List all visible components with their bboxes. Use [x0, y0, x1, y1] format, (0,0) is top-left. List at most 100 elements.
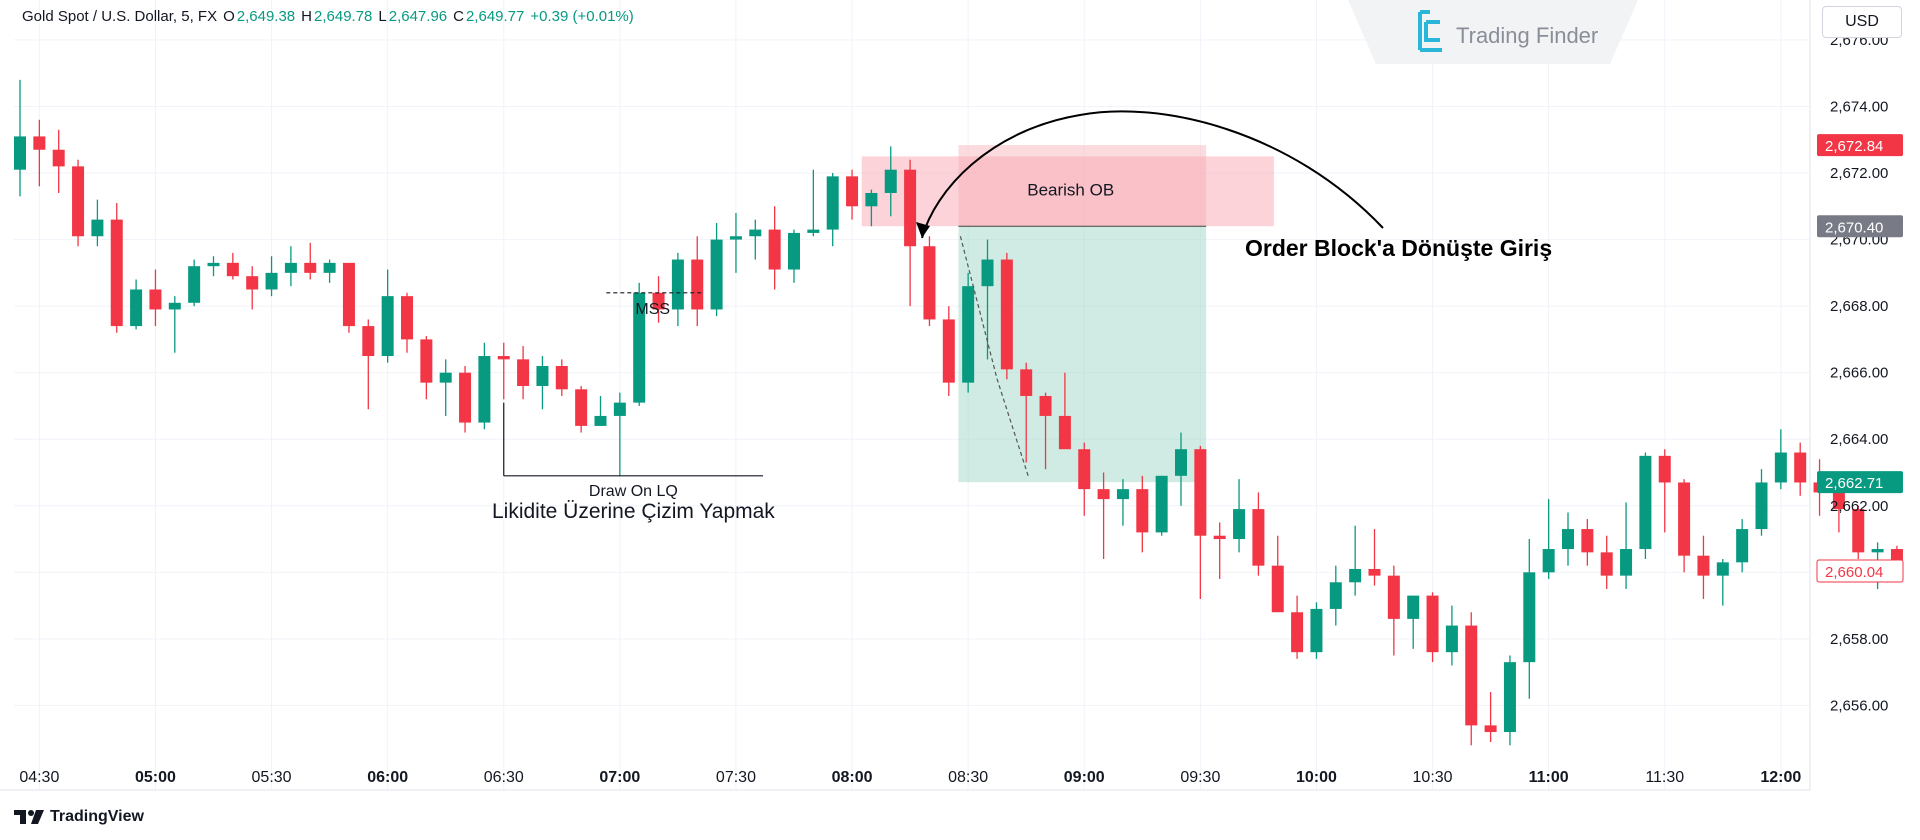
candle-up [1736, 529, 1749, 563]
candle-down [420, 339, 433, 383]
arrow-head [916, 222, 930, 238]
open-value: 2,649.38 [236, 8, 296, 25]
candle-down [1078, 449, 1091, 490]
candle-up [981, 259, 994, 287]
candle-down [52, 149, 65, 167]
candle-up [284, 262, 297, 273]
candle-down [110, 219, 123, 327]
candle-up [962, 286, 975, 383]
time-tick-label: 10:30 [1413, 769, 1453, 786]
price-tick-label: 2,656.00 [1830, 697, 1888, 714]
grid [14, 0, 1810, 790]
candle-up [1562, 529, 1574, 550]
symbol-title[interactable]: Gold Spot / U.S. Dollar, 5, FX [22, 8, 218, 25]
candle-up [1523, 572, 1536, 663]
candle-down [1678, 482, 1691, 556]
price-label-text: 2,660.04 [1825, 564, 1883, 581]
candle-down [1213, 535, 1226, 540]
candle-up [1620, 549, 1633, 576]
tradingview-brand[interactable]: TradingView [14, 808, 144, 826]
candle-down [575, 389, 588, 426]
candle-down [1465, 625, 1478, 726]
price-label-box [1817, 215, 1903, 238]
currency-button[interactable]: USD [1822, 6, 1902, 38]
candle-down [768, 229, 781, 270]
candles [14, 79, 1903, 746]
candle-down [1097, 489, 1110, 500]
candle-down [362, 326, 375, 357]
axes: 2,656.002,658.002,660.002,662.002,664.00… [0, 0, 1904, 791]
time-tick-label: 05:30 [252, 769, 292, 786]
candle-down [1058, 415, 1071, 450]
candle-up [1774, 452, 1787, 483]
time-tick-label: 04:30 [19, 769, 59, 786]
price-tick-label: 2,664.00 [1830, 431, 1888, 448]
candle-down [1484, 725, 1497, 733]
price-label-box [1817, 134, 1903, 157]
change-value: +0.39 (+0.01%) [530, 8, 634, 25]
entry-label: Order Block'a Dönüşte Giriş [1245, 235, 1552, 261]
candle-down [1697, 555, 1710, 576]
candle-down [942, 319, 955, 383]
candle-down [1039, 395, 1052, 416]
draw-on-lq-label: Draw On LQ [589, 483, 678, 500]
trading-finder-logo-icon [1418, 10, 1442, 52]
candle-down [904, 169, 917, 247]
candle-up [1233, 509, 1246, 540]
time-tick-label: 08:00 [832, 769, 873, 786]
candle-up [788, 232, 800, 270]
candle-down [304, 262, 317, 273]
time-tick-label: 09:30 [1180, 769, 1220, 786]
likidite-label: Likidite Üzerine Çizim Yapmak [492, 500, 775, 523]
candle-down [652, 292, 665, 310]
candle-up [1155, 475, 1168, 533]
price-tick-label: 2,658.00 [1830, 631, 1888, 648]
candle-up [439, 372, 452, 383]
low-label: L [378, 8, 387, 25]
candle-up [1755, 482, 1768, 530]
candle-up [168, 302, 181, 310]
curved-arrow [921, 110, 1384, 239]
candle-up [729, 236, 742, 240]
time-tick-label: 09:00 [1064, 769, 1105, 786]
candle-down [691, 259, 704, 310]
candle-up [1349, 568, 1362, 583]
candle-down [1581, 529, 1594, 553]
candle-down [342, 262, 355, 327]
candle-down [401, 296, 413, 340]
candle-up [207, 262, 220, 267]
candle-up [536, 366, 549, 386]
candle-down [1368, 568, 1381, 576]
candle-up [323, 262, 336, 273]
price-tick-label: 2,674.00 [1830, 98, 1888, 115]
candle-down [1832, 492, 1845, 510]
candle-up [1716, 562, 1729, 576]
trading-finder-watermark: Trading Finder [1348, 0, 1638, 64]
candle-down [246, 276, 259, 290]
bearish-ob-label: Bearish OB [1027, 181, 1114, 200]
close-value: 2,649.77 [465, 8, 525, 25]
candle-down [1000, 259, 1013, 370]
price-tick-label: 2,666.00 [1830, 365, 1888, 382]
candle-up [130, 289, 143, 327]
time-tick-label: 05:00 [135, 769, 176, 786]
projection-path [959, 236, 1029, 477]
high-value: 2,649.78 [314, 8, 373, 25]
close-label: C [453, 8, 464, 25]
candle-up [381, 296, 394, 357]
time-tick-label: 12:00 [1760, 769, 1801, 786]
candle-up [807, 229, 820, 233]
target-zone [958, 226, 1207, 483]
candle-up [884, 169, 897, 193]
candle-down [923, 246, 936, 320]
price-label-text: 2,670.40 [1825, 219, 1883, 236]
candle-down [497, 356, 510, 360]
candle-up [826, 176, 839, 230]
time-tick-label: 08:30 [948, 769, 988, 786]
price-tick-label: 2,668.00 [1830, 298, 1888, 315]
price-tick-label: 2,662.00 [1830, 498, 1888, 515]
candle-down [1194, 449, 1207, 536]
tradingview-brand-label: TradingView [50, 808, 144, 825]
trading-finder-logo-text: Trading Finder [1456, 23, 1598, 48]
